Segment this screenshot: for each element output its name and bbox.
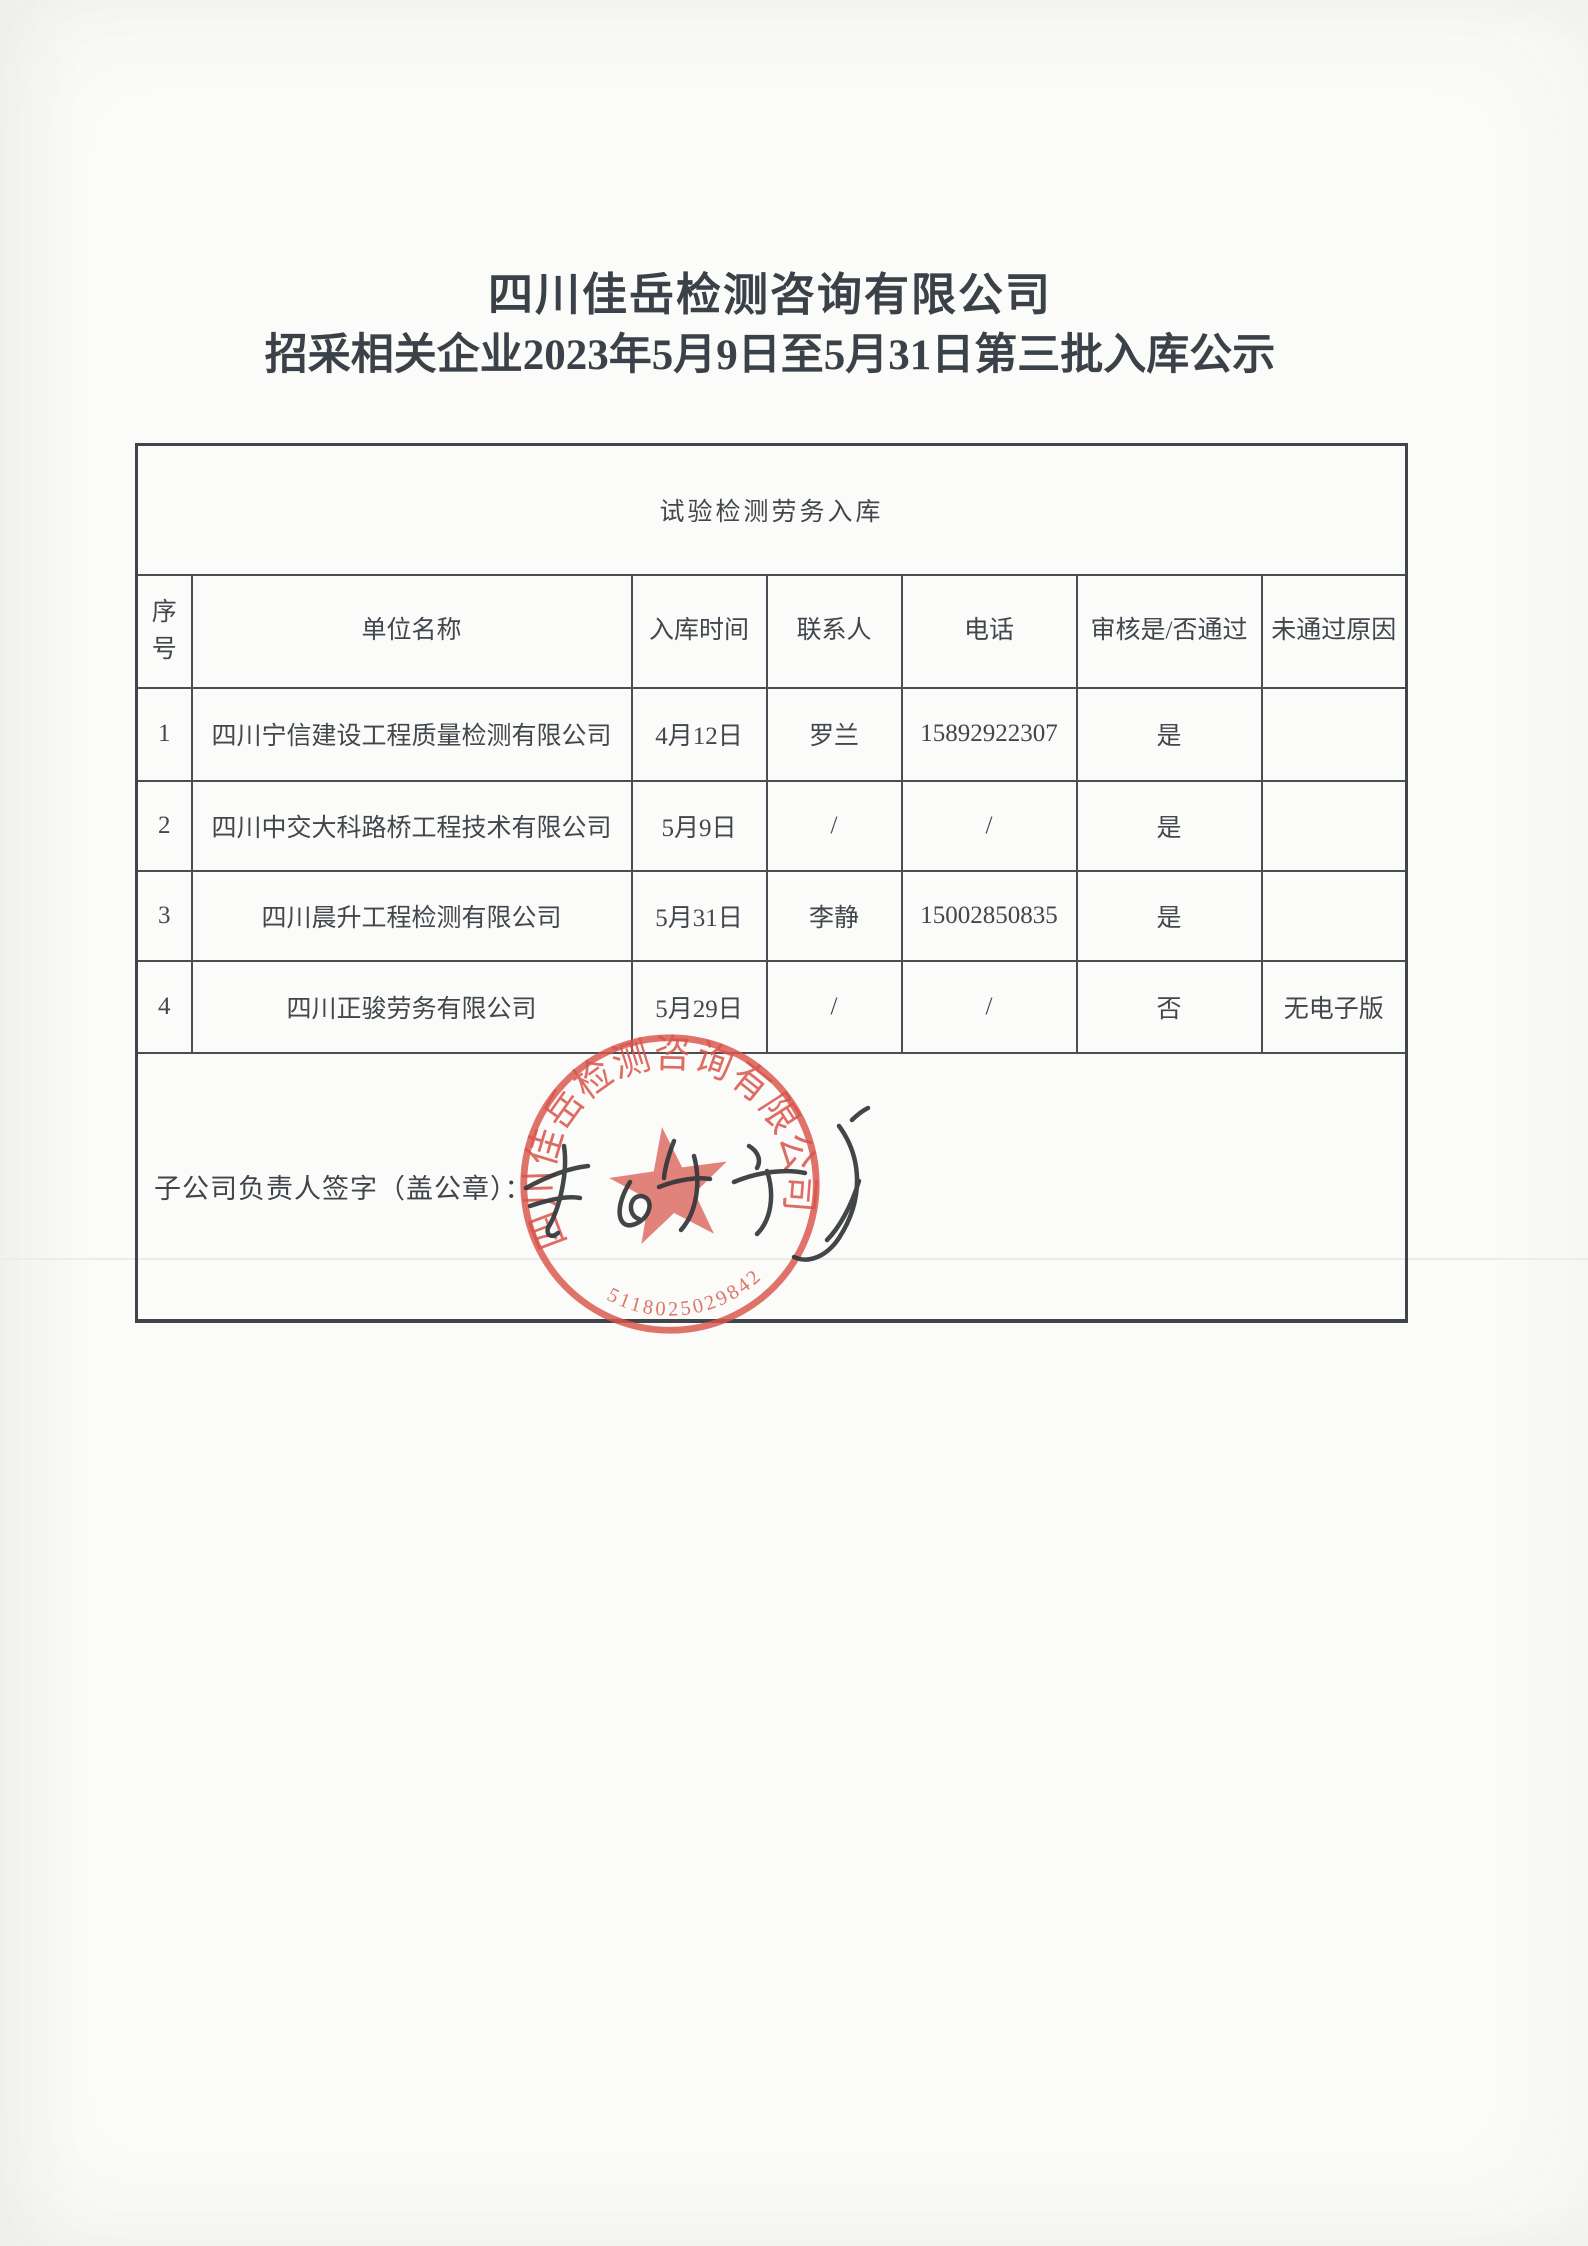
- col-header-approved: 审核是/否通过: [1075, 573, 1263, 689]
- table-row: 3 四川晨升工程检测有限公司 5月31日 李静 15002850835 是: [135, 869, 1408, 962]
- document-title: 四川佳岳检测咨询有限公司 招采相关企业2023年5月9日至5月31日第三批入库公…: [135, 268, 1405, 382]
- table-cell-phone: /: [900, 779, 1078, 872]
- table-cell-fail-reason: [1260, 779, 1408, 872]
- table-cell-approved: 是: [1075, 869, 1263, 962]
- table-cell-fail-reason: [1260, 686, 1408, 782]
- table-row: 2 四川中交大科路桥工程技术有限公司 5月9日 / / 是: [135, 779, 1408, 872]
- table-cell-contact: /: [765, 779, 903, 872]
- table-cell-index: 2: [135, 779, 193, 872]
- col-header-contact: 联系人: [765, 573, 903, 689]
- registration-table: 试验检测劳务入库 序号 单位名称 入库时间 联系人 电话 审核是/否通过 未通过…: [135, 443, 1409, 1323]
- col-header-entry-date: 入库时间: [630, 573, 768, 689]
- table-cell-company: 四川宁信建设工程质量检测有限公司: [190, 686, 633, 782]
- seal-ring: [520, 1034, 820, 1334]
- col-header-phone: 电话: [900, 573, 1078, 689]
- table-caption: 试验检测劳务入库: [135, 443, 1408, 576]
- table-cell-company: 四川晨升工程检测有限公司: [190, 869, 633, 962]
- table-cell-index: 3: [135, 869, 193, 962]
- table-header-row: 序号 单位名称 入库时间 联系人 电话 审核是/否通过 未通过原因: [135, 573, 1408, 689]
- table-cell-approved: 否: [1075, 959, 1263, 1054]
- document-title-line1: 四川佳岳检测咨询有限公司: [487, 270, 1052, 320]
- table-cell-fail-reason: [1260, 869, 1408, 962]
- signature-label: 子公司负责人签字（盖公章）：: [154, 1173, 533, 1204]
- table-cell-phone: 15002850835: [900, 869, 1078, 962]
- table-cell-approved: 是: [1075, 686, 1263, 782]
- table-cell-contact: 罗兰: [765, 686, 903, 782]
- table-cell-phone: /: [900, 959, 1078, 1054]
- table-cell-contact: 李静: [765, 869, 903, 962]
- col-header-company: 单位名称: [190, 573, 633, 689]
- table-cell-entry-date: 5月31日: [630, 869, 768, 962]
- table-cell-index: 4: [135, 959, 193, 1054]
- document-title-line2: 招采相关企业2023年5月9日至5月31日第三批入库公示: [264, 332, 1276, 379]
- table-cell-entry-date: 5月9日: [630, 779, 768, 872]
- table-cell-contact: /: [765, 959, 903, 1054]
- col-header-index: 序号: [135, 573, 193, 689]
- table-cell-company: 四川正骏劳务有限公司: [190, 959, 633, 1054]
- table-cell-fail-reason: 无电子版: [1260, 959, 1408, 1054]
- table-cell-entry-date: 4月12日: [630, 686, 768, 782]
- registration-table-container: 试验检测劳务入库 序号 单位名称 入库时间 联系人 电话 审核是/否通过 未通过…: [135, 443, 1409, 1323]
- table-row: 1 四川宁信建设工程质量检测有限公司 4月12日 罗兰 15892922307 …: [135, 686, 1408, 782]
- handwritten-signature: [523, 1105, 871, 1262]
- table-cell-index: 1: [135, 686, 193, 782]
- table-caption-row: 试验检测劳务入库: [135, 443, 1408, 576]
- table-cell-phone: 15892922307: [900, 686, 1078, 782]
- table-cell-company: 四川中交大科路桥工程技术有限公司: [190, 779, 633, 872]
- col-header-fail-reason: 未通过原因: [1260, 573, 1408, 689]
- table-cell-approved: 是: [1075, 779, 1263, 872]
